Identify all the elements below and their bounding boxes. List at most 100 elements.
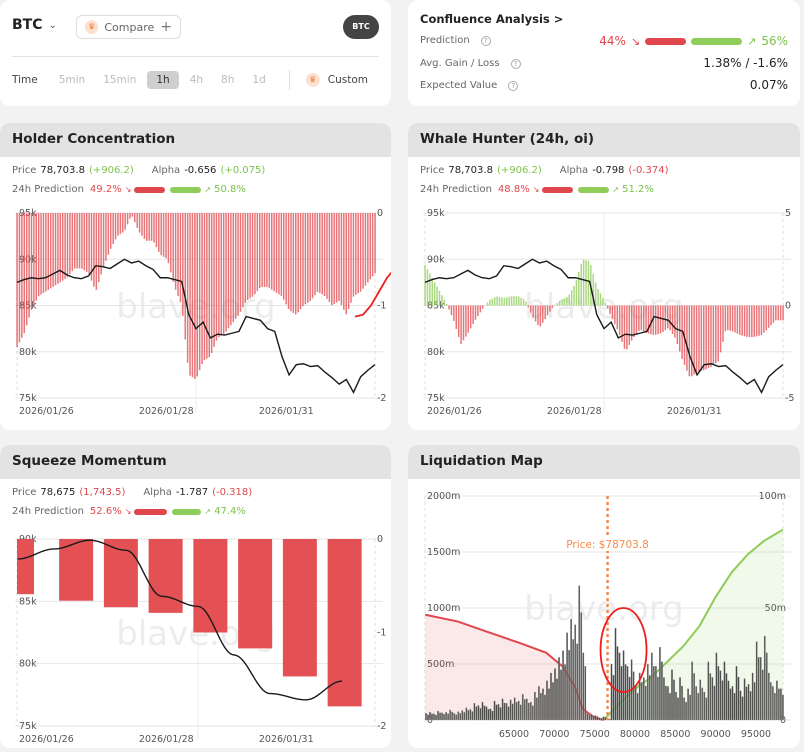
liquidation-bar	[580, 612, 583, 721]
liquidation-bar	[473, 703, 476, 721]
indicator-bar	[460, 305, 462, 344]
liquidation-bar	[513, 697, 516, 721]
indicator-bar	[585, 260, 587, 306]
liquidation-bar	[620, 666, 623, 721]
indicator-bar	[705, 305, 707, 370]
liquidation-bar	[782, 694, 784, 721]
timeframe-8h[interactable]: 8h	[221, 74, 235, 86]
left-tick-label: 75k	[19, 393, 37, 404]
help-icon[interactable]: ?	[508, 80, 519, 91]
indicator-bar	[237, 213, 239, 316]
indicator-bar	[295, 213, 297, 315]
indicator-bar	[261, 213, 263, 287]
symbol-selector[interactable]: BTC	[12, 17, 43, 33]
liquidation-bar	[632, 671, 635, 721]
timeframe-1d[interactable]: 1d	[252, 74, 266, 86]
indicator-bar	[316, 213, 319, 293]
liquidation-bar	[562, 650, 564, 721]
indicator-bar	[71, 213, 74, 272]
left-tick-label: 75k	[19, 721, 37, 732]
indicator-bar	[266, 213, 268, 287]
indicator-bar	[616, 305, 619, 330]
squeeze-chart[interactable]: blave.org90k85k80k75k0-1-22026/01/262026…	[0, 525, 391, 748]
indicator-bar	[49, 213, 52, 289]
indicator-bar	[234, 213, 237, 320]
liquidation-bar	[673, 679, 675, 721]
indicator-bar	[676, 305, 679, 345]
indicator-bar	[779, 305, 782, 321]
indicator-bar	[510, 296, 513, 306]
confluence-title-link[interactable]: Confluence Analysis >	[420, 12, 564, 26]
liquidation-bar	[675, 691, 677, 721]
indicator-bar	[765, 305, 767, 331]
indicator-bar	[724, 305, 727, 332]
divider	[288, 70, 290, 90]
indicator-bar	[304, 213, 307, 305]
crown-icon: ♛	[85, 20, 99, 34]
liquidation-bar	[455, 714, 458, 721]
indicator-bar	[186, 213, 189, 363]
liquidation-bar	[701, 687, 704, 721]
liquidation-bar	[652, 666, 655, 721]
indicator-bar	[292, 213, 295, 313]
prediction-label: 24h Prediction	[12, 506, 84, 517]
indicator-bar	[719, 305, 722, 353]
liquidation-bar	[741, 696, 744, 721]
indicator-bar	[657, 305, 659, 335]
liquidation-bar	[665, 685, 667, 721]
up-probability-bar	[577, 186, 610, 193]
timeframe-1h[interactable]: 1h	[147, 71, 179, 89]
indicator-bar	[258, 213, 261, 288]
liquidation-bar	[723, 661, 726, 721]
help-icon[interactable]: ?	[480, 35, 491, 46]
price-line	[17, 539, 343, 701]
x-tick-label: 80000	[620, 729, 650, 740]
chevron-down-icon[interactable]: ⌄	[48, 19, 57, 31]
indicator-bar	[119, 213, 122, 235]
panel-title: Squeeze Momentum	[0, 445, 391, 479]
liquidation-bar	[681, 685, 683, 721]
liquidation-bar	[503, 702, 506, 721]
indicator-bar	[246, 213, 249, 300]
indicator-bar	[275, 213, 278, 293]
help-icon[interactable]: ?	[510, 58, 521, 69]
indicator-bar	[659, 305, 662, 334]
momentum-bar	[327, 539, 362, 707]
liquidation-bar	[431, 713, 433, 721]
right-tick-label: -5	[785, 393, 794, 404]
right-tick-label: -2	[377, 393, 386, 404]
symbol-badge[interactable]: BTC	[343, 15, 379, 39]
timeframe-15min[interactable]: 15min	[103, 74, 137, 86]
x-tick-label: 2026/01/28	[139, 734, 194, 745]
x-tick-label: 2026/01/28	[139, 406, 194, 417]
timeframe-5min[interactable]: 5min	[58, 74, 86, 86]
indicator-bar	[319, 213, 321, 293]
liquidation-bar	[425, 713, 427, 721]
compare-button[interactable]: ♛ Compare +	[76, 15, 181, 39]
indicator-bar	[748, 305, 751, 337]
indicator-bar	[465, 305, 467, 337]
liquidation-bar	[761, 669, 764, 721]
indicator-bar	[222, 213, 225, 334]
right-tick-label: 100m	[759, 491, 786, 502]
indicator-bar	[345, 213, 347, 315]
liquidation-bar	[429, 712, 431, 721]
liquidation-bar	[765, 652, 768, 721]
liquidation-bar	[705, 697, 708, 721]
custom-timeframe-button[interactable]: Custom	[327, 74, 368, 86]
liquidation-bar	[667, 686, 669, 721]
indicator-bar	[338, 213, 340, 302]
liquidation-bar	[475, 706, 478, 721]
liquidation-bar	[729, 688, 732, 721]
liquidation-bar	[495, 704, 498, 721]
liquidation-bar	[628, 676, 631, 721]
liquidation-bar	[449, 709, 452, 721]
liquidation-chart[interactable]: blave.org 2000m 1500m 1000m 500m 0 100m 50m 0 Pri…	[408, 485, 800, 748]
left-tick-label: 0	[427, 715, 433, 726]
indicator-bar	[95, 213, 98, 290]
indicator-bar	[165, 213, 167, 259]
timeframe-4h[interactable]: 4h	[189, 74, 204, 86]
indicator-bar	[340, 213, 343, 306]
